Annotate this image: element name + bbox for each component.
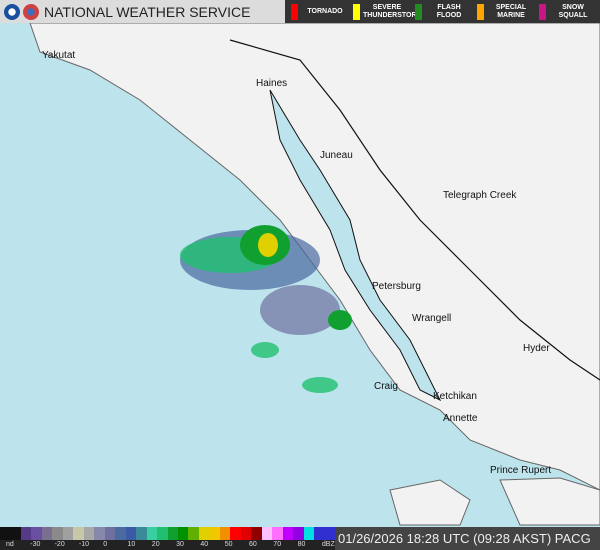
scale-tick: -10 <box>78 541 90 548</box>
scale-swatch <box>20 527 32 540</box>
city-label: Juneau <box>320 150 353 161</box>
scale-swatch <box>31 527 42 540</box>
scale-swatch <box>324 527 335 540</box>
warning-label: FLASH FLOOD <box>436 3 462 19</box>
scale-swatch <box>219 527 231 540</box>
scale-swatch <box>0 527 11 540</box>
scale-tick: -20 <box>54 541 65 548</box>
warning-swatch <box>477 3 484 20</box>
city-label: Wrangell <box>412 313 452 324</box>
city-label: Hyder <box>523 343 550 354</box>
scale-swatch <box>261 527 273 540</box>
scale-tick: 0 <box>103 541 108 548</box>
warning-label: SEVERE THUNDERSTORM <box>363 3 423 19</box>
warning-label: SNOW SQUALL <box>558 3 588 19</box>
scale-swatch <box>10 527 21 540</box>
scale-tick: 30 <box>176 541 184 548</box>
scale-swatch <box>230 527 241 540</box>
scale-swatch <box>251 527 262 540</box>
scale-swatch <box>167 527 178 540</box>
nws-logo-icon <box>23 3 39 20</box>
warning-flash-flood: FLASH FLOOD <box>415 3 473 20</box>
scale-swatch <box>125 527 137 540</box>
header: NATIONAL WEATHER SERVICE TORNADO SEVERE T… <box>0 0 600 23</box>
city-label: Petersburg <box>372 281 421 292</box>
scale-swatch <box>52 527 63 540</box>
scale-tick: dBZ <box>321 541 335 548</box>
scale-swatch <box>83 527 95 540</box>
warning-swatch <box>539 3 546 20</box>
warning-special-marine: SPECIAL MARINE <box>477 3 535 20</box>
inland-waters <box>269 89 442 402</box>
scale-tick: -30 <box>30 541 41 548</box>
noaa-logo-icon <box>4 3 20 20</box>
scale-swatch <box>303 527 315 540</box>
scale-swatch <box>41 527 53 540</box>
city-label: Craig <box>374 381 398 392</box>
color-scale <box>0 527 335 540</box>
scale-tick: 10 <box>127 541 136 548</box>
islands <box>389 477 600 526</box>
warning-tornado: TORNADO <box>291 3 349 20</box>
scale-swatch <box>157 527 168 540</box>
city-label: Telegraph Creek <box>443 190 517 201</box>
scale-swatch <box>136 527 147 540</box>
scale-tick: 40 <box>200 541 209 548</box>
city-label: Prince Rupert <box>490 465 552 476</box>
scale-swatch <box>282 527 294 540</box>
border <box>229 39 600 381</box>
warning-legend: TORNADO SEVERE THUNDERSTORM FLASH FLOOD SPE… <box>285 0 600 23</box>
scale-swatch <box>94 527 105 540</box>
city-label: Haines <box>256 78 288 89</box>
warning-swatch <box>291 3 298 20</box>
scale-swatch <box>62 527 74 540</box>
scale-tick: 60 <box>249 541 257 548</box>
scale-swatch <box>146 527 158 540</box>
scale-swatch <box>314 527 325 540</box>
warning-swatch <box>353 3 360 20</box>
scale-swatch <box>240 527 252 540</box>
scale-swatch <box>188 527 199 540</box>
scale-swatch <box>177 527 189 540</box>
timestamp: 01/26/2026 18:28 UTC (09:28 AKST) PACG <box>335 527 600 550</box>
scale-tick: 50 <box>224 541 233 548</box>
scale-tick: 80 <box>297 541 306 548</box>
warning-swatch <box>415 3 422 20</box>
scale-swatch <box>104 527 116 540</box>
scale-swatch <box>198 527 210 540</box>
scale-tick: nd <box>6 541 14 548</box>
city-label: Yakutat <box>42 50 76 61</box>
radar-echoes <box>180 225 352 393</box>
city-label: Ketchikan <box>433 391 477 402</box>
warning-label: SPECIAL MARINE <box>495 3 527 19</box>
scale-tick: 70 <box>273 541 282 548</box>
warning-snow-squall: SNOW SQUALL <box>539 3 597 20</box>
scale-swatch <box>272 527 283 540</box>
scale-swatch <box>209 527 220 540</box>
scale-swatch <box>115 527 126 540</box>
city-label: Annette <box>443 413 478 424</box>
warning-severe-thunderstorm: SEVERE THUNDERSTORM <box>353 3 423 20</box>
page-title: NATIONAL WEATHER SERVICE <box>44 3 251 20</box>
scale-swatch <box>293 527 304 540</box>
scale-tick: 20 <box>151 541 160 548</box>
reflectivity-legend: nd -30 -20 -10 0 10 20 30 40 50 60 70 80 dBZ <box>0 527 335 550</box>
scale-swatch <box>73 527 84 540</box>
warning-label: TORNADO <box>307 7 343 15</box>
